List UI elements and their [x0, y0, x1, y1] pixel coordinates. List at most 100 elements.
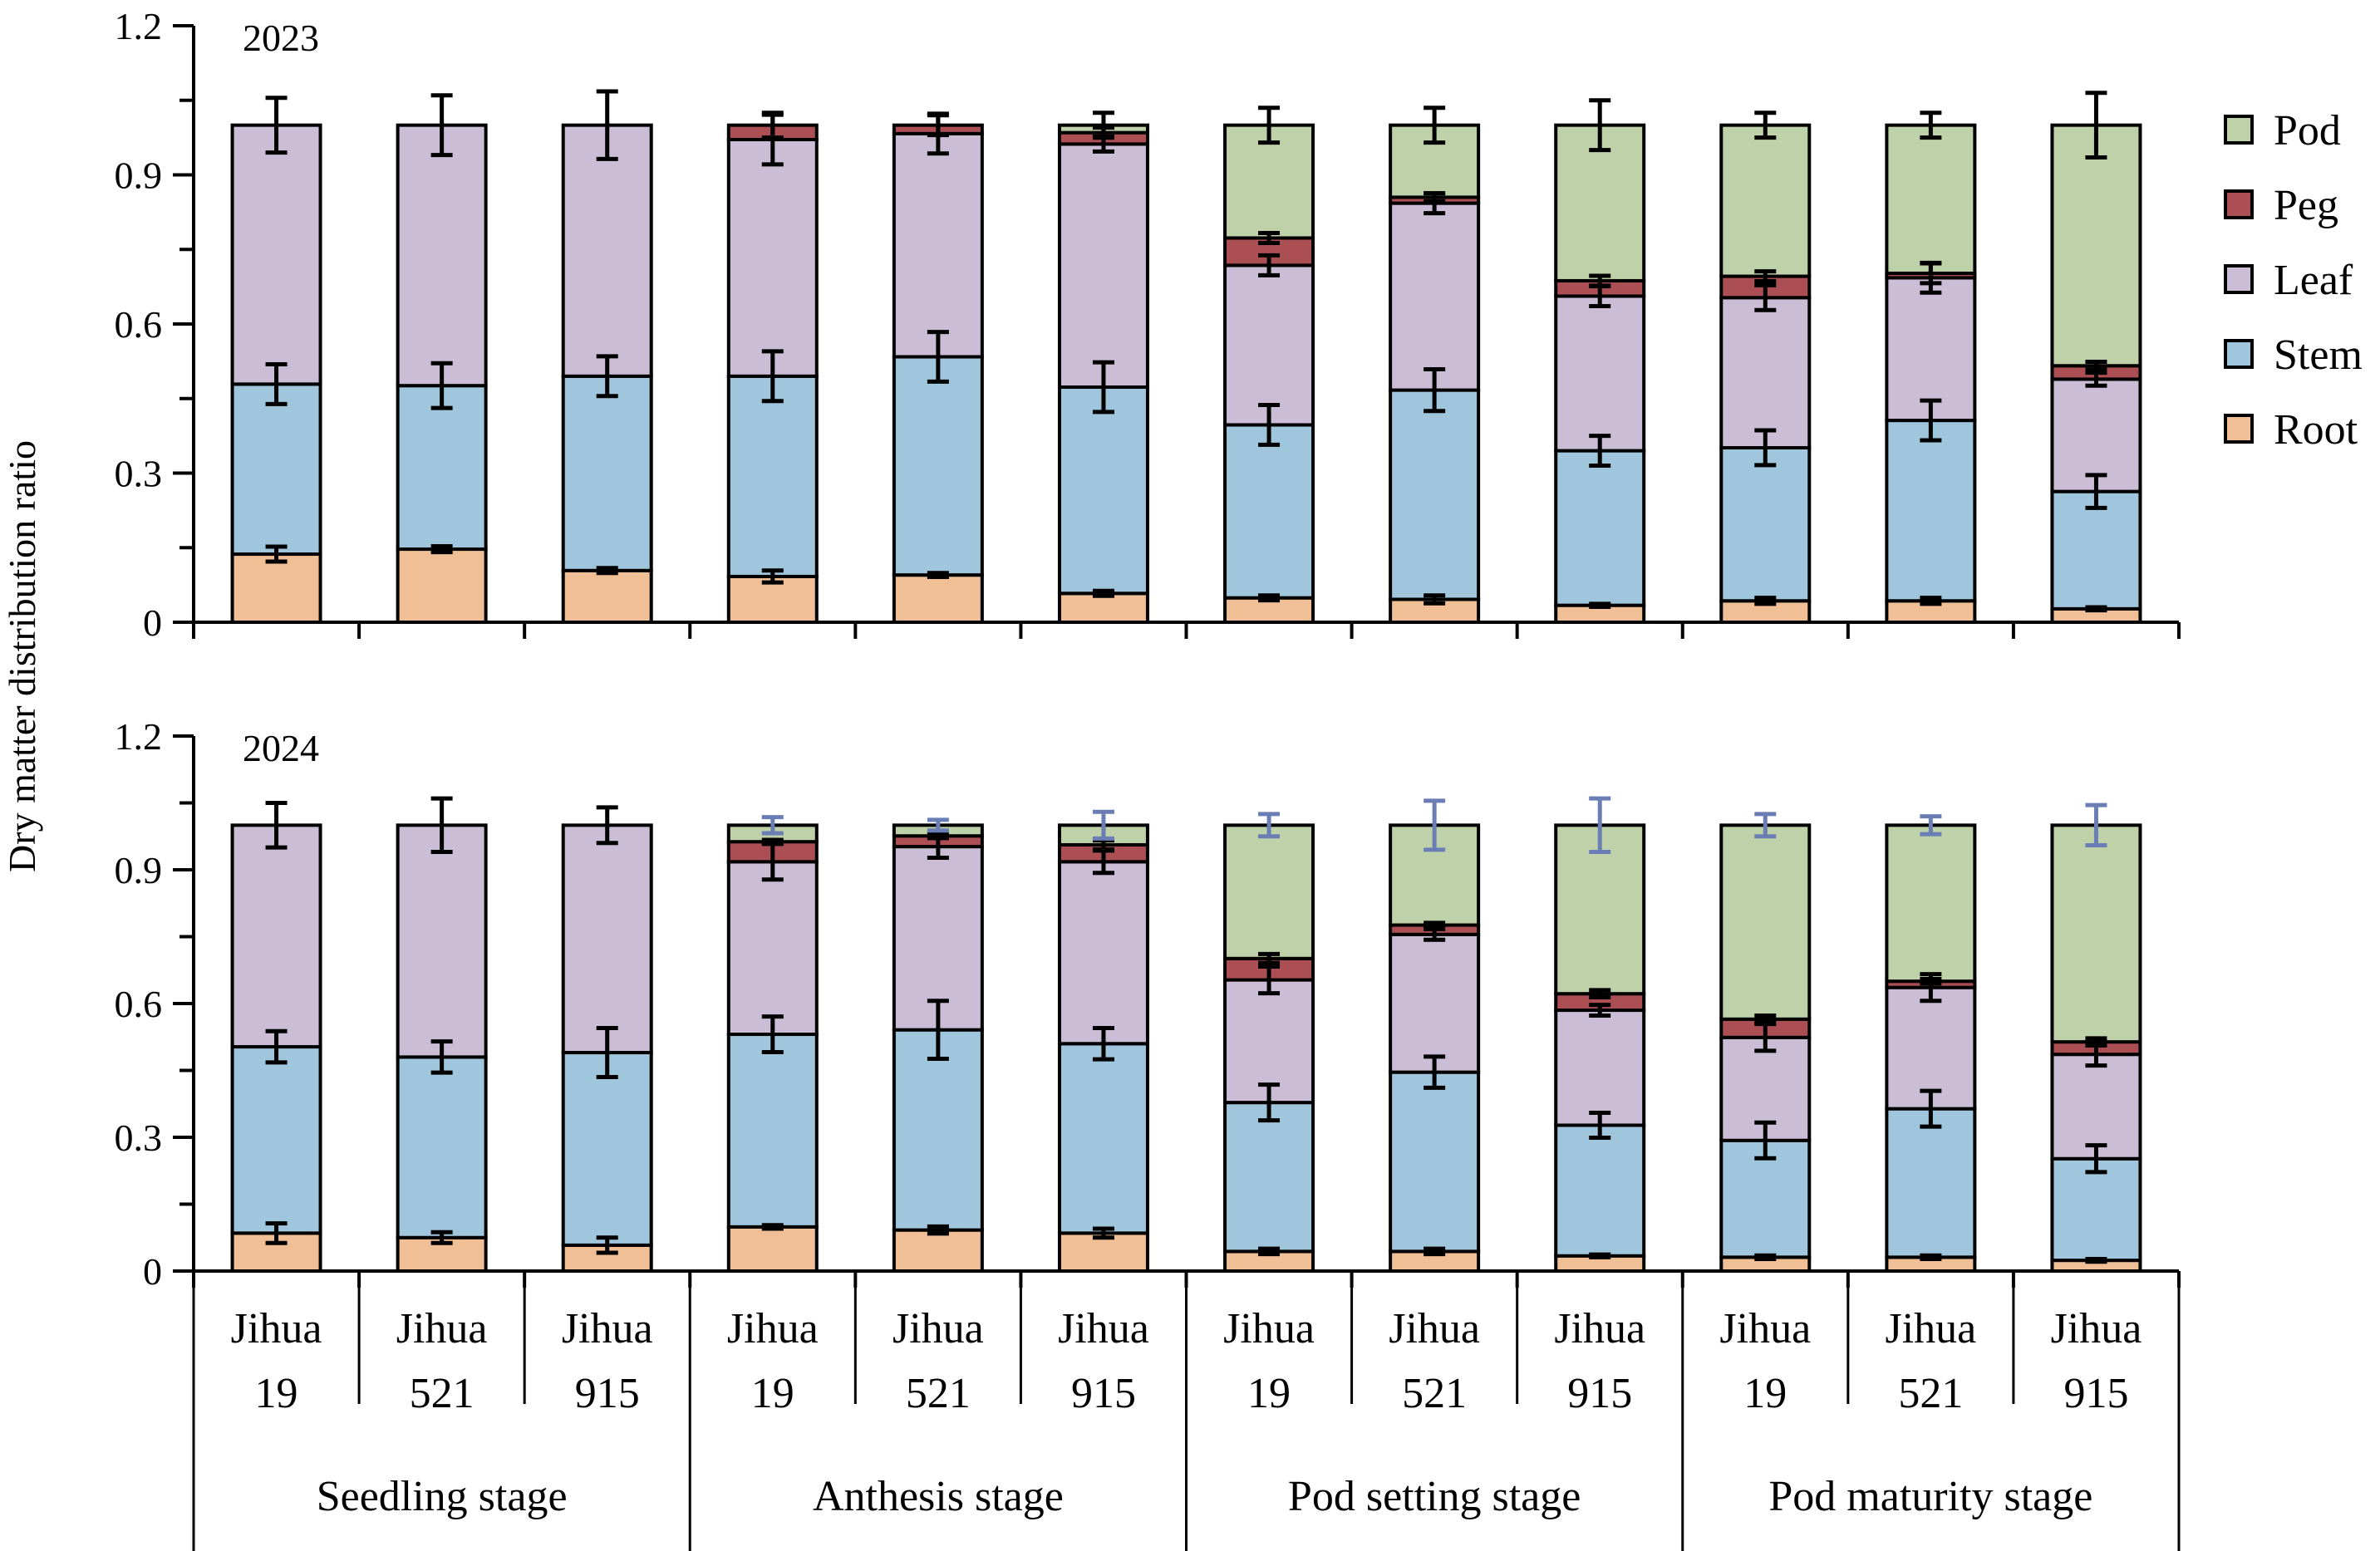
y-tick-label: 0	[143, 601, 162, 644]
bar-segment-leaf	[561, 123, 653, 378]
error-bar	[1424, 920, 1446, 930]
bar-group	[1223, 812, 1315, 1274]
bar-segment-stem	[1554, 449, 1646, 607]
bar-segment-pod	[1719, 823, 1812, 1021]
bar-segment-leaf	[1057, 142, 1149, 389]
error-bar	[1754, 282, 1777, 312]
bar-segment-stem	[2050, 1156, 2142, 1263]
error-bar	[1258, 403, 1281, 447]
error-bar	[1258, 253, 1281, 277]
x-tick-label-line2: 19	[255, 1370, 298, 1417]
bar-group	[1057, 110, 1149, 625]
bar-segment-leaf	[396, 123, 488, 388]
error-bar	[1092, 1226, 1114, 1240]
error-bar	[2085, 802, 2107, 847]
error-bar	[1754, 1120, 1777, 1161]
bar-segment-leaf	[230, 123, 322, 386]
error-bar	[1258, 812, 1281, 839]
bar-segment-pod	[1885, 123, 1977, 275]
bar-group	[2050, 91, 2142, 624]
bar-group	[1719, 812, 1812, 1273]
panel-title: 2024	[243, 727, 319, 769]
bar-segment-leaf	[561, 823, 653, 1055]
error-bar	[430, 1230, 453, 1245]
error-bar	[761, 1014, 784, 1054]
x-tick-label-line2: 915	[1567, 1370, 1632, 1417]
error-bar	[927, 999, 949, 1062]
error-bar	[2085, 1143, 2107, 1175]
error-bar	[1754, 1253, 1777, 1262]
bar-group	[1554, 98, 1646, 625]
error-bar	[1754, 269, 1777, 284]
bar-segment-leaf	[396, 823, 488, 1059]
error-bar	[927, 832, 949, 841]
x-tick-label-line1: Jihua	[1885, 1305, 1976, 1352]
error-bar	[430, 361, 453, 410]
y-axis-label: Dry matter distribution ratio	[1, 440, 43, 872]
error-bar	[1920, 1088, 1942, 1129]
legend-swatch	[2224, 115, 2254, 145]
bar-segment-root	[230, 552, 322, 624]
error-bar	[761, 1223, 784, 1231]
stage-label: Pod setting stage	[1288, 1473, 1581, 1520]
bar-segment-pod	[1223, 823, 1315, 960]
bar-segment-pod	[2050, 123, 2142, 368]
error-bar	[596, 1235, 618, 1255]
legend-item-peg: Peg	[2224, 182, 2338, 229]
error-bar	[1258, 1082, 1281, 1123]
bar-segment-stem	[1389, 388, 1481, 601]
bar-group	[1554, 796, 1646, 1273]
bar-group	[2050, 802, 2142, 1273]
error-bar	[1092, 360, 1114, 415]
legend-item-pod: Pod	[2224, 107, 2341, 155]
bar-segment-stem	[230, 382, 322, 557]
x-tick-label-line1: Jihua	[1719, 1305, 1811, 1352]
legend-label: Pod	[2274, 107, 2341, 155]
panel-2024: 0 0.3 0.6 0.9 1.2 2024	[115, 715, 2181, 1293]
legend-item-stem: Stem	[2224, 331, 2363, 379]
error-bar	[1092, 110, 1114, 140]
error-bar	[1258, 593, 1281, 603]
bar-segment-stem	[1057, 1042, 1149, 1235]
panel-2023: 0 0.3 0.6 0.9 1.2 2023	[115, 5, 2181, 644]
error-bar	[1424, 1246, 1446, 1257]
bar-group	[1389, 106, 1481, 625]
bar-segment-root	[892, 573, 984, 624]
error-bar	[2085, 605, 2107, 613]
error-bar	[430, 543, 453, 555]
error-bar	[265, 1028, 288, 1065]
bar-group	[892, 111, 984, 624]
error-bar	[1589, 1110, 1611, 1141]
bar-segment-stem	[1885, 1107, 1977, 1259]
legend-swatch	[2224, 189, 2254, 219]
bar-segment-stem	[396, 384, 488, 552]
error-bar	[2085, 359, 2107, 372]
x-tick-label-line1: Jihua	[396, 1305, 488, 1352]
error-bar	[1258, 1246, 1281, 1257]
x-tick-label-line2: 521	[1402, 1370, 1467, 1417]
bar-segment-leaf	[892, 131, 984, 359]
error-bar	[1424, 798, 1446, 852]
error-bar	[1258, 106, 1281, 145]
error-bar	[2085, 473, 2107, 510]
y-tick-label: 0.6	[115, 983, 163, 1025]
error-bar	[1589, 601, 1611, 609]
x-tick-label-line1: Jihua	[1554, 1305, 1645, 1352]
error-bar	[1754, 596, 1777, 606]
error-bar	[265, 801, 288, 850]
y-tick-label: 0.3	[115, 453, 163, 495]
bar-group	[1223, 106, 1315, 624]
bar-segment-stem	[230, 1045, 322, 1235]
error-bar	[1920, 814, 1942, 837]
bar-segment-stem	[1719, 445, 1812, 603]
error-bar	[1092, 1026, 1114, 1062]
bar-segment-leaf	[2050, 1053, 2142, 1161]
bar-group	[396, 796, 488, 1273]
bar-group	[230, 96, 322, 624]
x-tick-label-line2: 19	[751, 1370, 794, 1417]
bar-segment-stem	[1057, 385, 1149, 596]
y-tick-label: 1.2	[115, 5, 163, 47]
error-bar	[1754, 110, 1777, 140]
error-bar	[265, 544, 288, 564]
